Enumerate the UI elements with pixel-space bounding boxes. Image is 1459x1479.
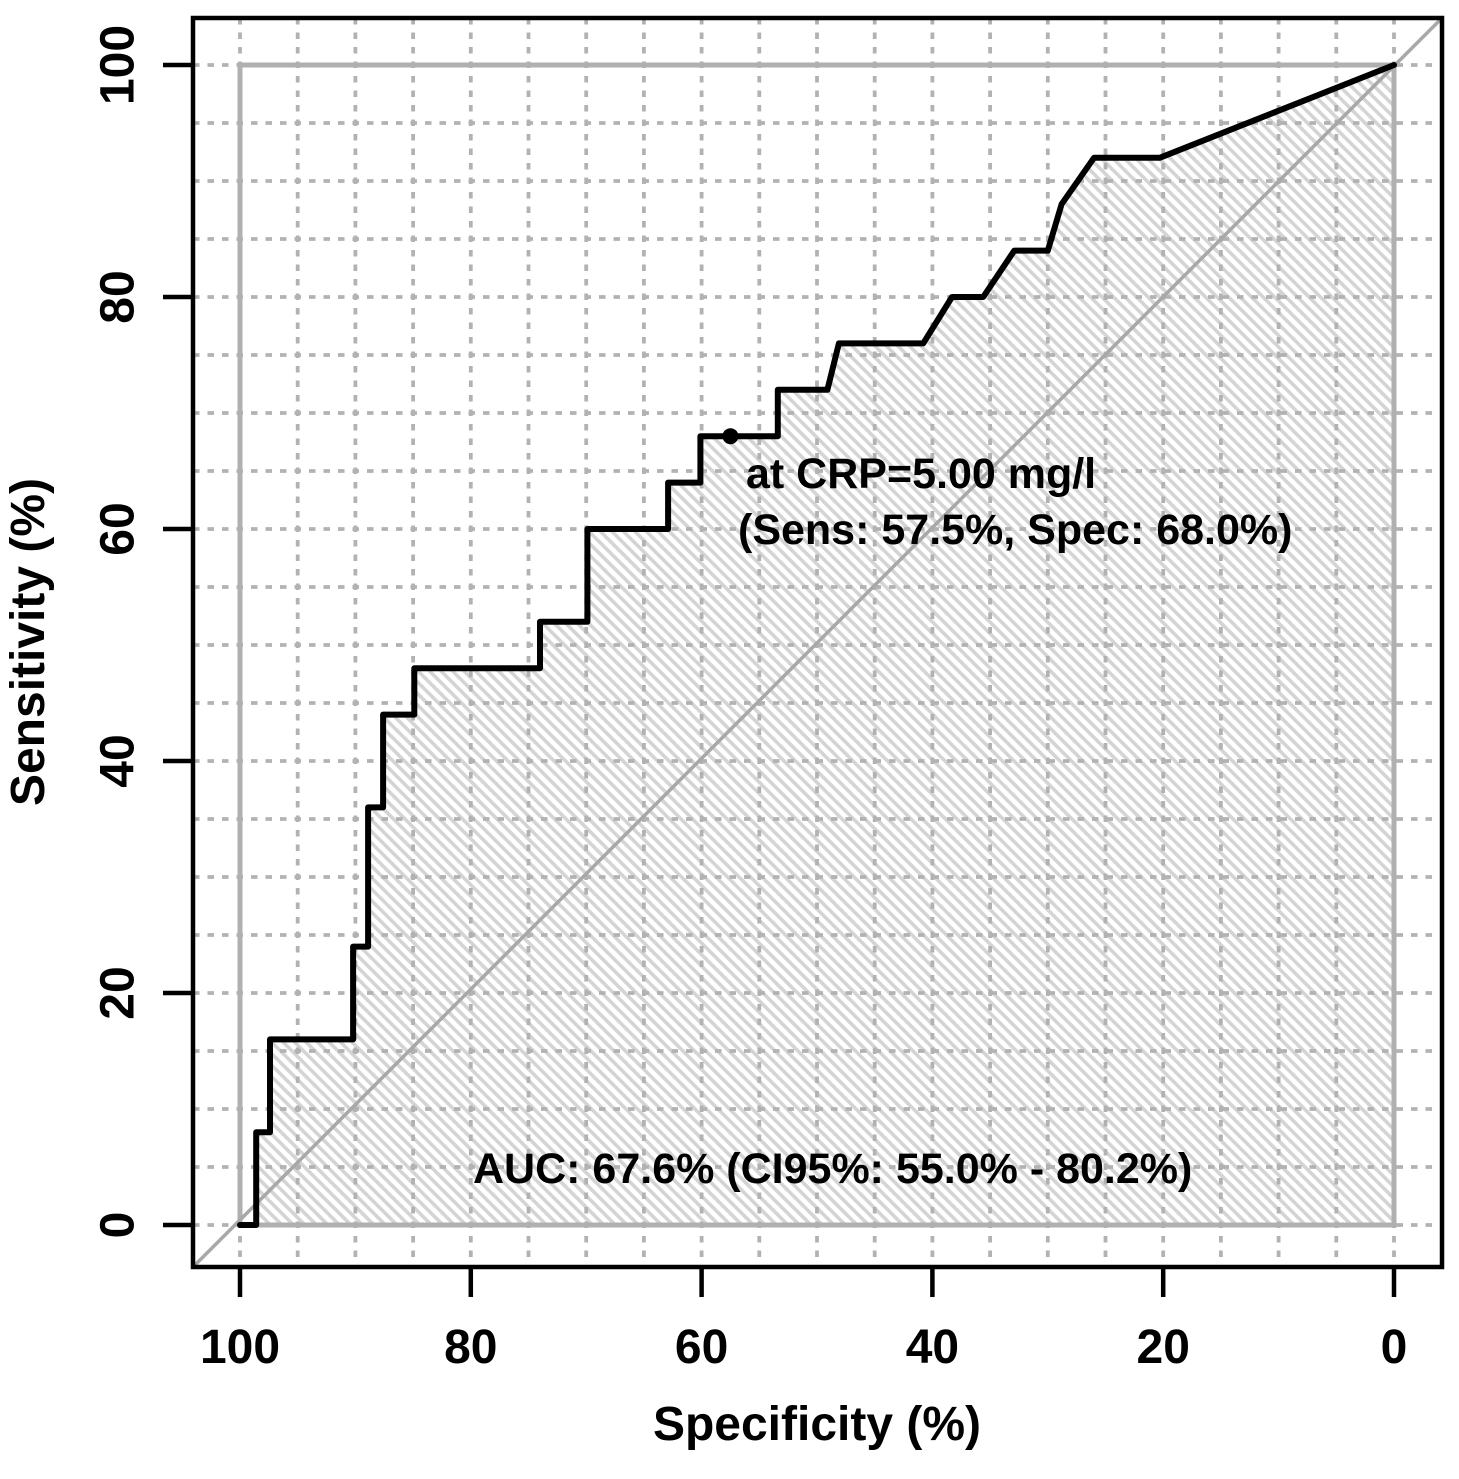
data-region-border	[237, 62, 1397, 1228]
threshold-point-marker	[722, 428, 739, 445]
y-axis: 0 20 40 60 80 100	[92, 25, 191, 1239]
y-axis-tick-label: 40	[92, 734, 145, 787]
y-axis-tick-label: 80	[92, 270, 145, 323]
x-axis: 100 80 60 40 20 0	[200, 1269, 1407, 1374]
auc-label: AUC: 67.6% (CI95%: 55.0% - 80.2%)	[473, 1145, 1192, 1193]
roc-curve	[237, 62, 1397, 1228]
x-axis-title: Specificity (%)	[653, 1398, 981, 1451]
plot-border	[190, 15, 1445, 1270]
x-axis-tick-label: 60	[675, 1321, 728, 1374]
y-axis-tick-label: 100	[92, 25, 145, 105]
y-axis-tick-label: 20	[92, 966, 145, 1019]
chance-diagonal-line	[191, 16, 1444, 1269]
x-axis-tick-label: 40	[906, 1321, 959, 1374]
threshold-annotation-line1: at CRP=5.00 mg/l	[746, 450, 1096, 498]
y-axis-title: Sensitivity (%)	[2, 478, 55, 806]
x-axis-tick-label: 100	[200, 1321, 280, 1374]
y-axis-tick-label: 60	[92, 502, 145, 555]
x-axis-tick-label: 0	[1381, 1321, 1408, 1374]
x-axis-tick-label: 80	[444, 1321, 497, 1374]
x-axis-tick-label: 20	[1137, 1321, 1190, 1374]
y-axis-tick-label: 0	[92, 1212, 145, 1239]
threshold-annotation-line2: (Sens: 57.5%, Spec: 68.0%)	[738, 506, 1292, 554]
